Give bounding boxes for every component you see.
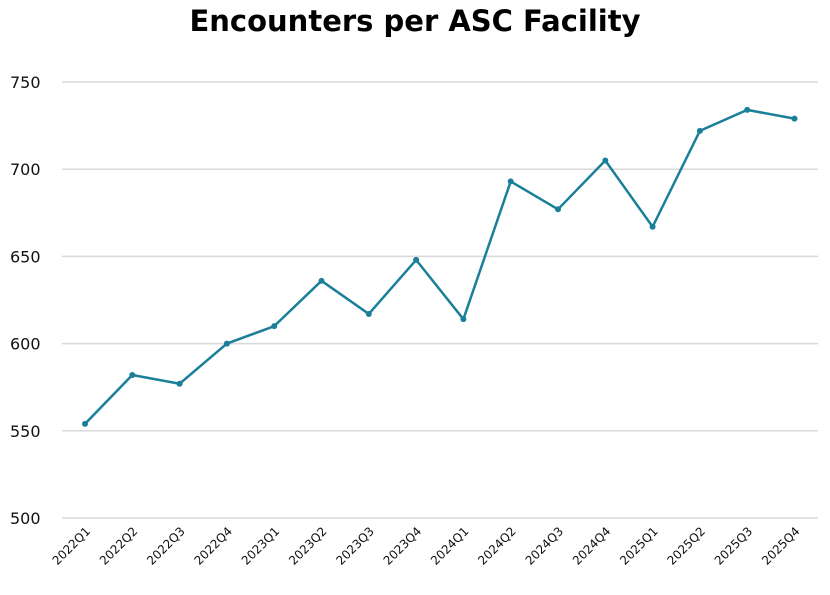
x-tick-label: 2024Q1 <box>428 524 472 568</box>
data-point <box>555 206 561 213</box>
x-tick-label: 2023Q2 <box>286 524 330 568</box>
y-tick-label: 700 <box>10 160 41 179</box>
data-point <box>460 316 467 323</box>
chart-title: Encounters per ASC Facility <box>189 4 641 38</box>
data-point <box>791 115 798 122</box>
data-point <box>696 127 703 134</box>
x-tick-label: 2025Q1 <box>617 524 661 568</box>
x-tick-label: 2023Q3 <box>333 524 377 568</box>
x-tick-label: 2022Q3 <box>144 524 188 568</box>
x-tick-label: 2024Q4 <box>570 524 614 568</box>
data-point <box>176 380 183 387</box>
data-point <box>129 371 136 378</box>
data-point <box>744 106 751 113</box>
data-point <box>365 310 372 317</box>
data-point <box>602 157 609 164</box>
data-point <box>649 223 656 230</box>
data-point <box>507 178 514 185</box>
x-tick-label: 2024Q3 <box>523 524 567 568</box>
x-tick-label: 2022Q4 <box>191 524 235 568</box>
data-point <box>82 420 88 427</box>
x-tick-label: 2022Q1 <box>50 524 94 568</box>
data-point <box>223 340 230 347</box>
y-tick-label: 750 <box>10 73 41 92</box>
y-tick-label: 650 <box>10 247 41 266</box>
series-line <box>84 108 795 425</box>
y-tick-label: 600 <box>10 335 41 354</box>
x-tick-label: 2024Q2 <box>475 524 519 568</box>
y-tick-label: 550 <box>10 422 41 441</box>
y-tick-label: 500 <box>10 509 41 528</box>
x-tick-label: 2025Q4 <box>759 524 803 568</box>
data-point <box>318 277 325 284</box>
data-point <box>413 256 420 263</box>
x-tick-label: 2025Q2 <box>664 524 708 568</box>
x-tick-label: 2023Q1 <box>239 524 283 568</box>
x-tick-label: 2025Q3 <box>712 524 756 568</box>
x-tick-label: 2022Q2 <box>97 524 141 568</box>
data-point <box>271 323 278 330</box>
x-tick-label: 2023Q4 <box>381 524 425 568</box>
